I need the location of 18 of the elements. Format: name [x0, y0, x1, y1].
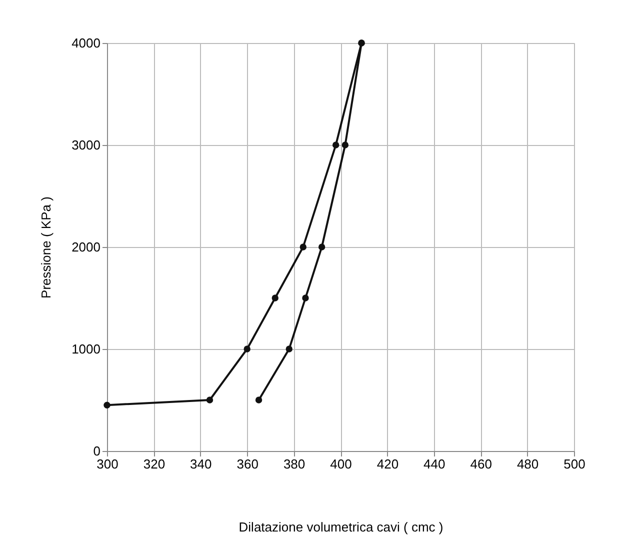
x-tick-label: 300	[96, 456, 118, 472]
y-tick-label: 1000	[72, 342, 100, 356]
y-axis-title: Pressione ( KPa )	[38, 196, 54, 298]
x-tick-label: 420	[376, 456, 399, 472]
x-tick-label: 380	[283, 456, 306, 472]
x-tick-label: 440	[424, 456, 446, 472]
x-tick-label: 360	[236, 456, 258, 472]
y-tick-label: 3000	[72, 138, 100, 152]
x-tick-label: 500	[564, 456, 586, 472]
y-tick-label: 2000	[72, 240, 100, 254]
x-tick-label: 400	[330, 456, 352, 472]
y-tick-label: 0	[93, 444, 100, 458]
y-tick-label: 4000	[72, 36, 100, 50]
x-tick-label: 320	[143, 456, 166, 472]
x-tick-label: 480	[516, 456, 539, 472]
x-tick-label: 340	[190, 456, 212, 472]
x-axis-title: Dilatazione volumetrica cavi ( cmc )	[238, 520, 444, 534]
x-tick-label: 460	[470, 456, 492, 472]
